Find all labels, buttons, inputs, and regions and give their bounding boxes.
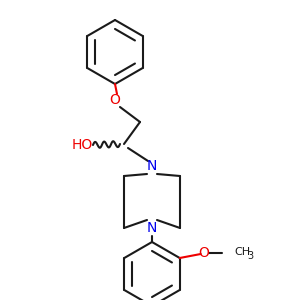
Text: CH: CH [235, 247, 251, 257]
Text: HO: HO [71, 138, 93, 152]
Text: N: N [147, 159, 157, 173]
Text: 3: 3 [248, 251, 254, 261]
Text: N: N [147, 221, 157, 235]
Text: O: O [198, 246, 209, 260]
Text: O: O [110, 93, 120, 107]
